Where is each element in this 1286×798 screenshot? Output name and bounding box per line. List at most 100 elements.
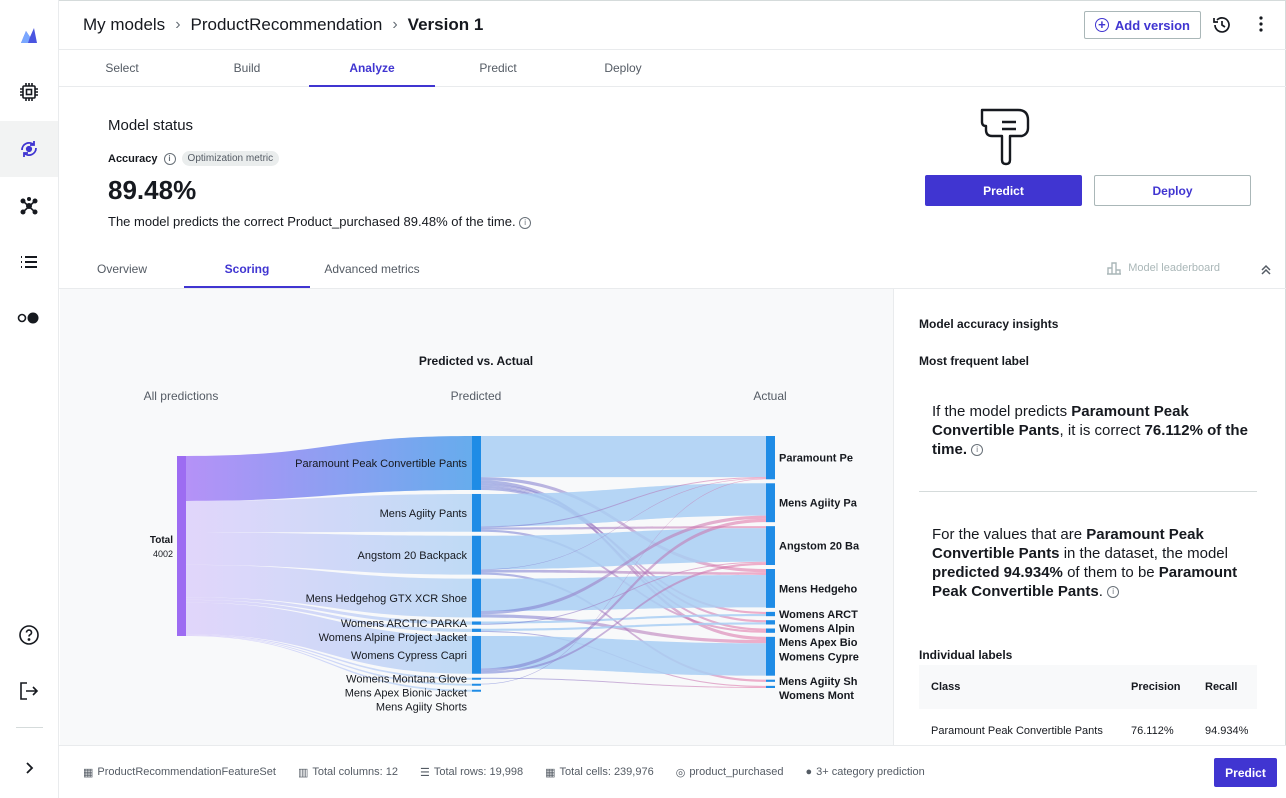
breadcrumb-model[interactable]: ProductRecommendation [190, 14, 383, 34]
prediction-flow [186, 532, 472, 575]
history-icon[interactable] [1212, 15, 1232, 40]
individual-labels-heading: Individual labels [919, 648, 1013, 662]
deploy-button[interactable]: Deploy [1094, 175, 1251, 206]
model-status-title: Model status [108, 117, 194, 134]
actual-label: Mens Agiity Pa [779, 498, 858, 510]
grid-icon: ▦ [545, 766, 556, 779]
text: product_purchased [689, 766, 784, 778]
add-version-button[interactable]: + Add version [1083, 11, 1201, 39]
prediction-flow [186, 597, 472, 625]
confusion-flow [481, 622, 766, 631]
labels-table: Class Precision Recall Paramount Peak Conv… [919, 665, 1257, 753]
confusion-flow [481, 483, 766, 527]
confusion-flow [481, 569, 766, 575]
tab-overview[interactable]: Overview [96, 262, 147, 276]
predicted-label: Mens Agiity Pants [380, 508, 468, 520]
actual-label: Womens Mont [779, 690, 854, 702]
tab-deploy[interactable]: Deploy [604, 61, 642, 75]
models-icon[interactable] [0, 121, 58, 177]
info-icon[interactable]: i [519, 216, 532, 229]
actual-node [766, 611, 775, 617]
plus-circle-icon: + [1094, 18, 1109, 32]
prediction-flow [186, 635, 472, 686]
confusion-flow [481, 528, 766, 570]
actual-label: Paramount Pe [779, 453, 853, 465]
actual-node [766, 628, 775, 633]
target-column: ◎ product_purchased [676, 766, 784, 779]
text: 3+ category prediction [816, 766, 925, 778]
breadcrumb-my-models[interactable]: My models [83, 14, 166, 34]
accuracy-description-text: The model predicts the correct Product_p… [108, 214, 516, 229]
tab-predict[interactable]: Predict [479, 61, 517, 75]
tab-build[interactable]: Build [233, 61, 261, 75]
accuracy-description: The model predicts the correct Product_p… [108, 214, 532, 229]
table-header: Class Precision Recall [919, 665, 1257, 709]
most-frequent-heading: Most frequent label [919, 354, 1030, 368]
ml-ops-icon[interactable] [0, 178, 58, 234]
confusion-flow [481, 477, 766, 573]
text: 76.112% of the time. [932, 422, 1248, 458]
text: For the values that are [932, 526, 1087, 543]
column-header: Actual [753, 389, 786, 403]
predicted-label: Womens Alpine Project Jacket [319, 632, 467, 644]
confusion-flow [481, 478, 766, 570]
text: , it is correct [1059, 422, 1145, 439]
predicted-node [472, 689, 481, 692]
actual-label: Mens Agiity Sh [779, 676, 858, 688]
prediction-flow [186, 635, 472, 692]
predict-button[interactable]: Predict [925, 175, 1082, 206]
confusion-flow [481, 478, 766, 685]
sign-out-icon[interactable] [0, 663, 58, 719]
actual-label: Angstom 20 Ba [779, 541, 860, 553]
cell-class: Paramount Peak Convertible Pants [931, 724, 1103, 737]
insights-panel: Model accuracy insights Most frequent la… [893, 289, 1285, 753]
accuracy-row: Accuracy i Optimization metric [108, 151, 280, 166]
actual-label: Womens Alpin [779, 623, 855, 635]
model-leaderboard-button[interactable]: Model leaderboard [1106, 261, 1220, 275]
toggle-icon[interactable] [0, 290, 58, 346]
list-icon[interactable] [0, 234, 58, 290]
logo-icon[interactable] [0, 8, 58, 64]
dataset-name: ▦ ProductRecommendationFeatureSet [83, 766, 276, 779]
actual-node [766, 569, 775, 608]
col-precision[interactable]: Precision [1131, 681, 1181, 693]
model-type: ● 3+ category prediction [806, 766, 925, 778]
text: If the model predicts [932, 403, 1072, 420]
expand-chevron-icon[interactable] [0, 740, 58, 796]
info-icon[interactable]: i [971, 444, 984, 457]
text: Paramount Peak Convertible Pants [932, 526, 1204, 562]
total-value: 4002 [153, 549, 173, 559]
predicted-label: Mens Hedgehog GTX XCR Shoe [306, 593, 467, 605]
info-icon[interactable]: i [1107, 586, 1120, 599]
prediction-flow [186, 436, 472, 501]
predicted-label: Womens Cypress Capri [351, 650, 467, 662]
total-node [177, 456, 186, 636]
tab-scoring[interactable]: Scoring [184, 251, 310, 288]
add-version-label: Add version [1114, 17, 1190, 33]
text: Paramount Peak Convertible Pants [932, 403, 1189, 439]
actual-label: Womens ARCT [779, 609, 858, 621]
collapse-icon[interactable] [1260, 263, 1272, 281]
column-header: All predictions [144, 389, 219, 403]
prediction-flow [186, 564, 472, 618]
col-class[interactable]: Class [931, 681, 961, 693]
column-header: Predicted [451, 389, 502, 403]
help-icon[interactable] [0, 607, 58, 663]
tab-select[interactable]: Select [105, 61, 139, 75]
text: Paramount Peak Convertible Pants [932, 564, 1238, 600]
pointing-hand-icon [978, 104, 1032, 171]
predicted-label: Paramount Peak Convertible Pants [295, 458, 467, 470]
footer-predict-button[interactable]: Predict [1214, 758, 1277, 787]
tab-analyze[interactable]: Analyze [309, 50, 435, 87]
total-rows: ☰ Total rows: 19,998 [420, 766, 523, 779]
col-recall[interactable]: Recall [1205, 681, 1238, 693]
info-icon[interactable]: i [163, 152, 176, 165]
tab-advanced-metrics[interactable]: Advanced metrics [324, 262, 420, 276]
confusion-flow [481, 561, 766, 625]
workflow-tabs: Select Build Analyze Predict Deploy [59, 50, 1286, 87]
predicted-node [472, 578, 481, 618]
confusion-flow [481, 515, 766, 615]
more-options-icon[interactable] [1258, 15, 1264, 38]
predicted-node [472, 535, 481, 575]
chip-icon[interactable] [0, 64, 58, 120]
